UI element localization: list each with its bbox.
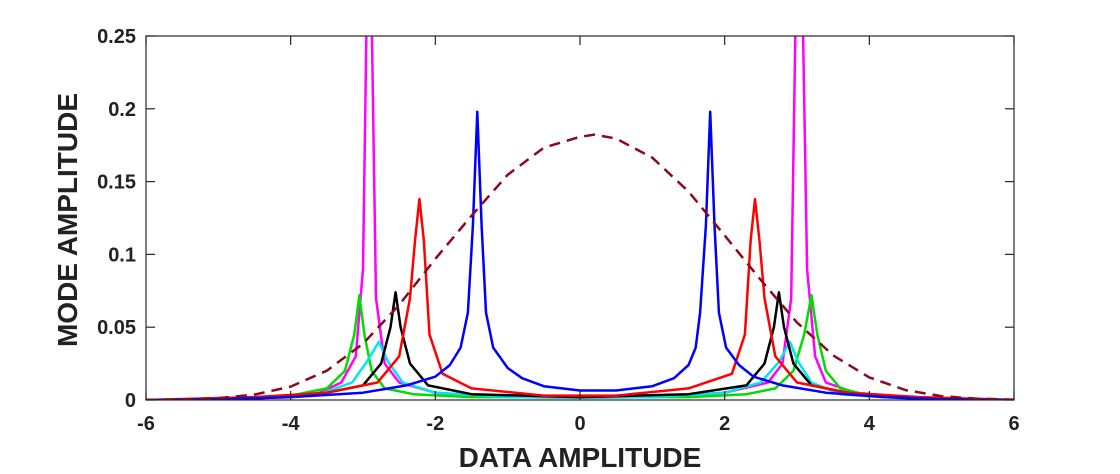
x-tick-label: -6 [137,413,155,435]
x-tick-label: 4 [864,413,876,435]
y-tick-label: 0.2 [108,99,136,121]
x-axis-label: DATA AMPLITUDE [459,442,702,473]
plot-frame [145,35,1015,401]
plot-border [145,35,1015,401]
x-tick-label: 0 [574,413,585,435]
series-line-1 [146,36,1014,400]
x-tick-label: -4 [282,413,301,435]
y-axis-ticks: 0 0.05 0.1 0.15 0.2 0.25 [97,26,1014,412]
plot-series [146,36,1014,400]
x-tick-label: -2 [426,413,444,435]
series-line-6 [146,110,1014,400]
y-tick-label: 0.1 [108,244,136,266]
y-tick-label: 0.25 [97,26,136,48]
series-line-2 [146,293,1014,400]
x-axis-ticks: -6 -4 -2 0 2 4 6 [137,36,1020,435]
y-tick-label: 0.15 [97,172,136,194]
y-tick-label: 0.05 [97,317,136,339]
series-line-4 [146,291,1014,400]
x-tick-label: 6 [1008,413,1019,435]
x-tick-label: 2 [719,413,730,435]
series-line-7 [146,133,1014,400]
y-axis-label: MODE AMPLITUDE [52,93,83,347]
series-line-5 [146,197,1014,400]
y-tick-label: 0 [125,390,136,412]
